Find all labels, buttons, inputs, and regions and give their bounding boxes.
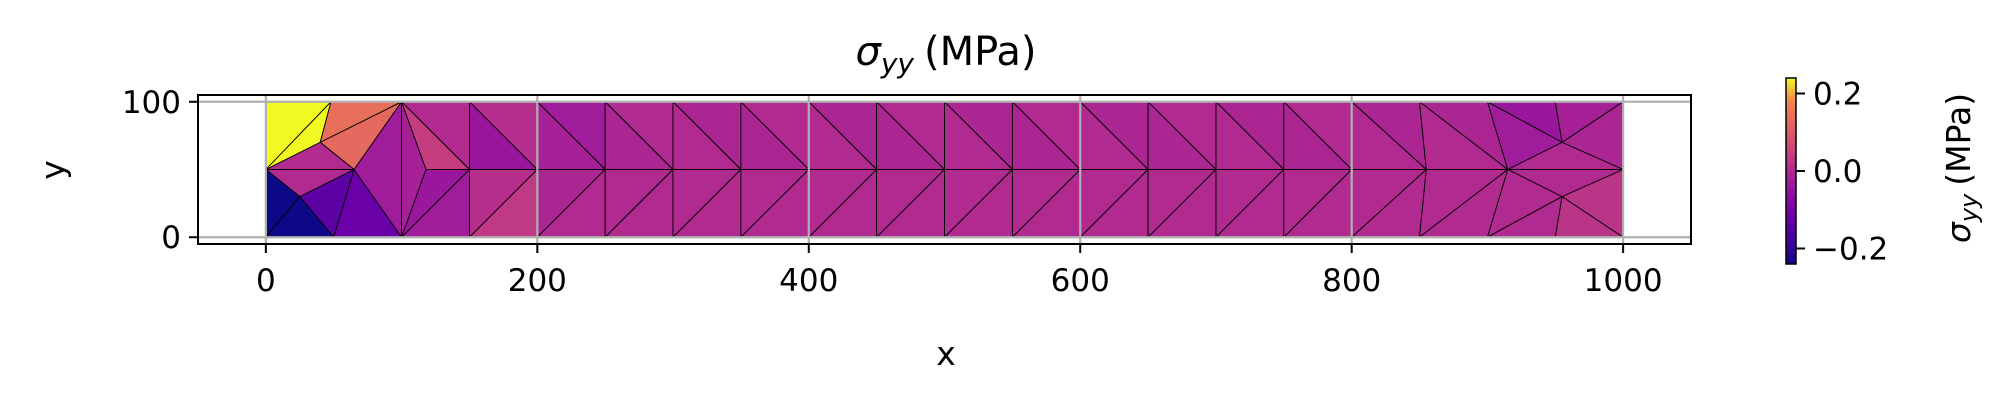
- colorbar: [1785, 77, 1797, 265]
- chart-title: σyy (MPa): [855, 29, 1036, 80]
- colorbar-label-unit: (MPa): [1939, 93, 1978, 186]
- x-tick-label-2: 400: [779, 263, 838, 299]
- colorbar-tick-label-2: −0.2: [1813, 232, 1888, 268]
- x-tick-label-0: 0: [256, 263, 276, 299]
- grid: [198, 95, 1691, 244]
- x-tick-label-5: 1000: [1584, 263, 1663, 299]
- stress-mesh: [265, 101, 1624, 238]
- x-axis: 0 200 400 600 800 1000: [256, 244, 1663, 299]
- plot-area-frame: [197, 94, 1692, 245]
- y-axis-label: y: [33, 160, 72, 180]
- title-subscript: yy: [880, 47, 915, 80]
- colorbar-ticks: 0.2 0.0 −0.2: [1796, 77, 1888, 268]
- x-tick-label-1: 200: [508, 263, 567, 299]
- x-axis-label: x: [936, 334, 956, 373]
- y-axis: 0 100: [122, 85, 198, 256]
- x-tick-label-4: 800: [1322, 263, 1381, 299]
- colorbar-label-symbol: σ: [1939, 221, 1978, 243]
- colorbar-label-subscript: yy: [1955, 193, 1983, 223]
- title-unit: (MPa): [924, 29, 1037, 75]
- x-tick-label-3: 600: [1051, 263, 1110, 299]
- y-tick-label-1: 100: [122, 85, 181, 121]
- title-symbol: σ: [855, 29, 882, 75]
- colorbar-tick-label-0: 0.2: [1813, 77, 1862, 113]
- colorbar-tick-label-1: 0.0: [1813, 154, 1862, 190]
- y-tick-label-0: 0: [161, 220, 181, 256]
- colorbar-label: σyy (MPa): [1939, 93, 1983, 243]
